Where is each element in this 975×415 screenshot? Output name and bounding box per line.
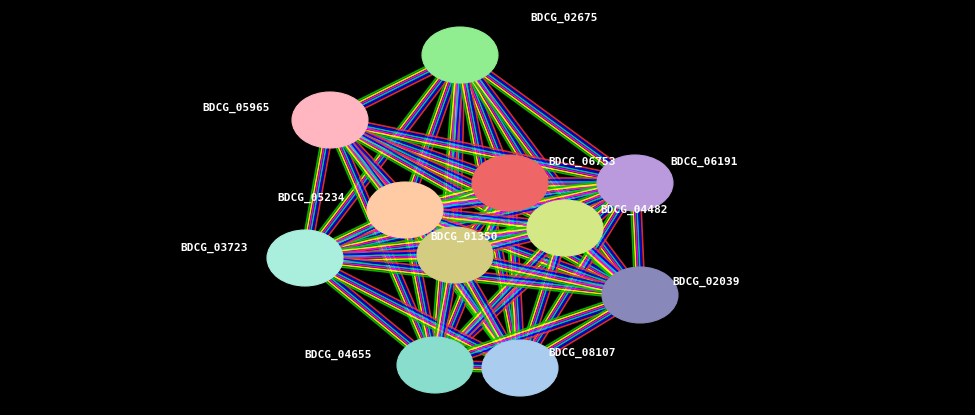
Text: BDCG_06191: BDCG_06191: [670, 157, 737, 167]
Text: BDCG_01350: BDCG_01350: [430, 232, 497, 242]
Ellipse shape: [602, 267, 678, 323]
Text: BDCG_05234: BDCG_05234: [278, 193, 345, 203]
Ellipse shape: [292, 92, 368, 148]
Text: BDCG_02675: BDCG_02675: [530, 13, 598, 23]
Text: BDCG_02039: BDCG_02039: [672, 277, 739, 287]
Ellipse shape: [367, 182, 443, 238]
Ellipse shape: [597, 155, 673, 211]
Ellipse shape: [267, 230, 343, 286]
Ellipse shape: [417, 227, 493, 283]
Text: BDCG_08107: BDCG_08107: [548, 348, 615, 358]
Ellipse shape: [482, 340, 558, 396]
Text: BDCG_04482: BDCG_04482: [600, 205, 668, 215]
Text: BDCG_03723: BDCG_03723: [180, 243, 248, 253]
Ellipse shape: [397, 337, 473, 393]
Ellipse shape: [422, 27, 498, 83]
Text: BDCG_05965: BDCG_05965: [203, 103, 270, 113]
Text: BDCG_04655: BDCG_04655: [304, 350, 372, 360]
Text: BDCG_06753: BDCG_06753: [548, 157, 615, 167]
Ellipse shape: [527, 200, 603, 256]
Ellipse shape: [472, 155, 548, 211]
